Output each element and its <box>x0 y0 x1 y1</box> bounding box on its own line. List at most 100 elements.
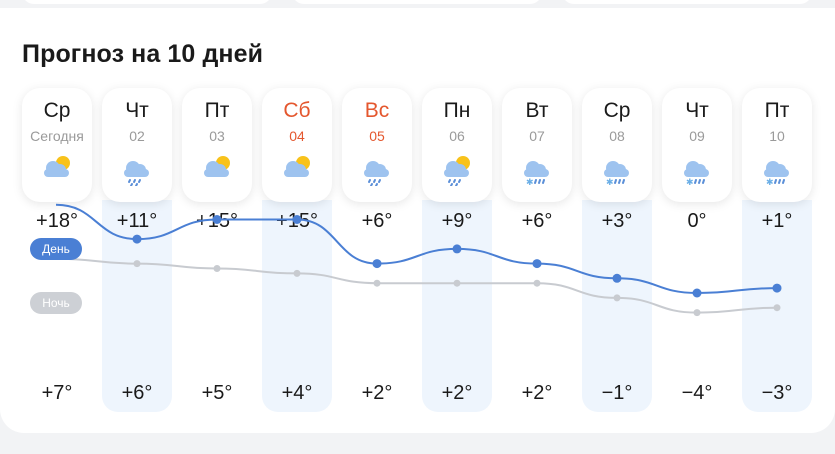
night-temperature: +6° <box>121 382 153 404</box>
sun-rain-icon <box>444 156 470 187</box>
night-temperature-point <box>773 304 781 312</box>
night-temperature-point <box>453 279 461 287</box>
svg-text:✱: ✱ <box>686 178 694 186</box>
day-temperature: +11° <box>116 210 158 232</box>
day-weekday: Вс <box>364 99 390 122</box>
day-card[interactable]: Ср 08 ✱ <box>582 88 652 202</box>
previous-card-right <box>562 0 812 4</box>
day-temperature: +6° <box>521 210 553 232</box>
day-date: 03 <box>209 128 225 144</box>
weather-icon-wrap <box>422 152 492 187</box>
day-temperature-point <box>452 244 462 254</box>
weather-icon-wrap <box>22 152 92 186</box>
day-date: 04 <box>289 128 305 144</box>
partly-cloudy-icon <box>44 156 70 177</box>
night-temperature: +5° <box>201 382 233 404</box>
day-card[interactable]: Ср Сегодня <box>22 88 92 202</box>
day-temperature: +18° <box>36 210 78 232</box>
day-temperature-line <box>55 203 778 295</box>
weather-icon-wrap: ✱ <box>582 152 652 188</box>
day-weekday: Пн <box>443 99 471 122</box>
day-temperature: +9° <box>441 210 473 232</box>
sleet-icon: ✱ <box>684 161 709 188</box>
day-weekday: Ср <box>43 99 71 122</box>
day-weekday: Ср <box>603 99 631 122</box>
weather-icon-wrap: ✱ <box>502 152 572 188</box>
day-card[interactable]: Вс 05 <box>342 88 412 202</box>
night-temperature: −4° <box>681 382 713 404</box>
svg-text:✱: ✱ <box>766 178 774 186</box>
day-legend-badge: День <box>30 238 82 260</box>
svg-text:✱: ✱ <box>526 178 534 186</box>
day-card[interactable]: Чт 02 <box>102 88 172 202</box>
night-temperature: +2° <box>361 382 393 404</box>
weather-icon-wrap <box>342 152 412 187</box>
weather-icon-wrap: ✱ <box>662 152 732 188</box>
day-card[interactable]: Пт 03 <box>182 88 252 202</box>
partly-cloudy-icon <box>204 156 230 177</box>
day-column-highlight <box>422 200 492 412</box>
day-temperature: +6° <box>361 210 393 232</box>
day-date: 02 <box>129 128 145 144</box>
day-date: 06 <box>449 128 465 144</box>
weather-icon-wrap <box>102 152 172 187</box>
night-temperature-line <box>55 257 778 314</box>
day-card[interactable]: Вт 07 ✱ <box>502 88 572 202</box>
day-date: 08 <box>609 128 625 144</box>
day-weekday: Чт <box>685 99 709 122</box>
night-temperature-point <box>373 279 381 287</box>
night-temperature-point <box>613 294 621 302</box>
weather-icon-wrap: ✱ <box>742 152 812 188</box>
day-card[interactable]: Чт 09 ✱ <box>662 88 732 202</box>
day-temperature-point <box>612 273 622 283</box>
day-weekday: Чт <box>125 99 149 122</box>
previous-card-middle <box>292 0 542 4</box>
night-temperature: −1° <box>601 382 633 404</box>
day-card[interactable]: Пн 06 <box>422 88 492 202</box>
night-temperature-point <box>693 309 701 317</box>
rain-icon <box>364 161 389 187</box>
day-card[interactable]: Сб 04 <box>262 88 332 202</box>
day-temperature-point <box>532 259 542 269</box>
day-temperature-point <box>372 259 382 269</box>
day-column-highlight <box>262 200 332 412</box>
night-legend-badge: Ночь <box>30 292 82 314</box>
day-temperature-point <box>212 215 222 224</box>
previous-card-left <box>22 0 272 4</box>
day-weekday: Вт <box>525 99 549 122</box>
day-date: Сегодня <box>30 128 84 144</box>
night-temperature: +4° <box>281 382 313 404</box>
day-date: 09 <box>689 128 705 144</box>
day-card[interactable]: Пт 10 ✱ <box>742 88 812 202</box>
day-date: 10 <box>769 128 785 144</box>
day-temperature-point <box>292 215 302 224</box>
sleet-icon: ✱ <box>524 161 549 188</box>
day-temperature-point <box>772 283 782 293</box>
sleet-icon: ✱ <box>604 161 629 188</box>
night-temperature: −3° <box>761 382 793 404</box>
night-temperature-point <box>533 279 541 287</box>
svg-text:✱: ✱ <box>606 178 614 186</box>
day-weekday: Пт <box>204 99 230 122</box>
day-weekday: Пт <box>764 99 790 122</box>
day-temperature-point <box>132 234 142 244</box>
day-column-highlight <box>582 200 652 412</box>
night-temperature-point <box>133 260 141 268</box>
day-temperature: +1° <box>761 210 793 232</box>
day-temperature: 0° <box>687 210 707 232</box>
forecast-title: Прогноз на 10 дней <box>22 40 264 68</box>
night-temperature: +7° <box>41 382 73 404</box>
day-temperature: +3° <box>601 210 633 232</box>
weather-icon-wrap <box>262 152 332 186</box>
night-temperature-point <box>293 269 301 277</box>
day-temperature-point <box>692 288 702 298</box>
night-temperature-point <box>213 265 221 272</box>
day-date: 05 <box>369 128 385 144</box>
rain-icon <box>124 161 149 187</box>
sleet-icon: ✱ <box>764 161 789 188</box>
day-date: 07 <box>529 128 545 144</box>
night-temperature: +2° <box>521 382 553 404</box>
night-temperature: +2° <box>441 382 473 404</box>
day-weekday: Сб <box>283 99 311 122</box>
